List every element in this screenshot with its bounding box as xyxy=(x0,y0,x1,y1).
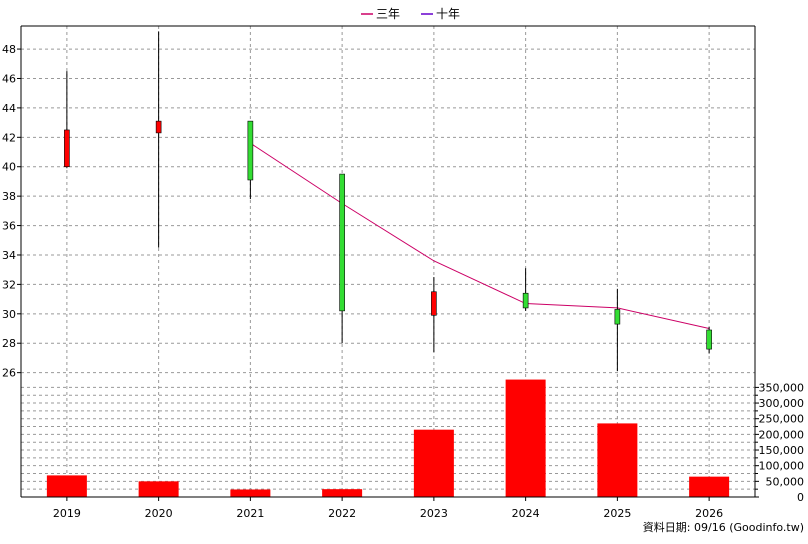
volume-bar xyxy=(230,489,271,497)
price-tick-label: 48 xyxy=(2,43,16,56)
price-tick-label: 38 xyxy=(2,190,16,203)
legend-label: 三年 xyxy=(376,7,400,21)
price-tick-label: 30 xyxy=(2,308,16,321)
price-tick-label: 44 xyxy=(2,102,16,115)
volume-tick-label: 100,000 xyxy=(759,460,805,473)
volume-tick-label: 50,000 xyxy=(766,475,805,488)
volume-bar xyxy=(689,476,730,497)
legend-label: 十年 xyxy=(436,7,460,21)
x-tick-label: 2022 xyxy=(328,507,356,520)
x-tick-label: 2024 xyxy=(512,507,540,520)
x-tick-label: 2023 xyxy=(420,507,448,520)
candle-body xyxy=(155,120,162,134)
volume-tick-label: 350,000 xyxy=(759,381,805,394)
price-tick-label: 46 xyxy=(2,72,16,85)
price-tick-label: 36 xyxy=(2,220,16,233)
volume-bar xyxy=(46,475,87,497)
volume-tick-label: 0 xyxy=(797,491,804,504)
source-note: 資料日期: 09/16 (Goodinfo.tw) xyxy=(643,520,804,534)
candle-body xyxy=(706,329,712,350)
volume-tick-label: 250,000 xyxy=(759,413,805,426)
volume-tick-label: 150,000 xyxy=(759,444,805,457)
price-tick-label: 42 xyxy=(2,131,16,144)
x-tick-label: 2025 xyxy=(603,507,631,520)
x-tick-label: 2020 xyxy=(145,507,173,520)
volume-bar xyxy=(505,379,546,497)
price-tick-label: 34 xyxy=(2,249,16,262)
volume-bar xyxy=(138,481,179,497)
candle-body xyxy=(247,120,254,181)
price-tick-label: 26 xyxy=(2,367,16,380)
candle-body xyxy=(431,291,437,316)
volume-tick-label: 200,000 xyxy=(759,428,805,441)
volume-tick-label: 300,000 xyxy=(759,397,805,410)
candle-body xyxy=(614,309,621,325)
price-tick-label: 32 xyxy=(2,278,16,291)
volume-bar xyxy=(413,429,454,497)
x-tick-label: 2019 xyxy=(53,507,81,520)
candle-body xyxy=(522,292,529,309)
volume-bar xyxy=(597,423,638,497)
x-tick-label: 2026 xyxy=(695,507,723,520)
candle-body xyxy=(339,173,345,312)
price-tick-label: 28 xyxy=(2,337,16,350)
three-year-line xyxy=(250,142,710,330)
x-tick-label: 2021 xyxy=(236,507,264,520)
volume-bar xyxy=(322,489,363,497)
candle-body xyxy=(64,129,70,168)
price-tick-label: 40 xyxy=(2,161,16,174)
